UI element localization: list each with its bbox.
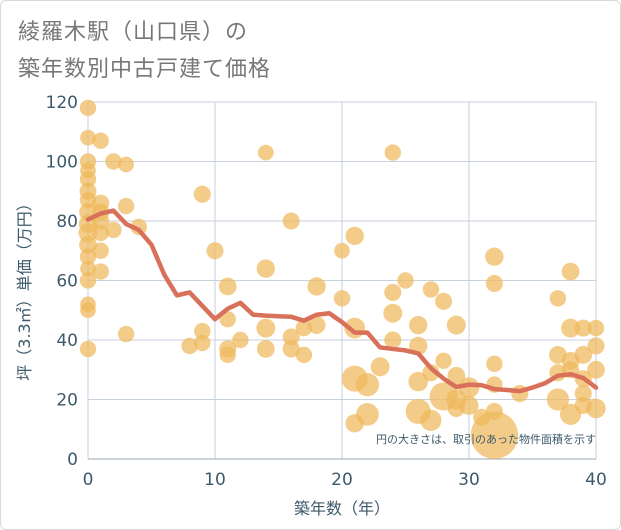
data-bubble [219, 310, 236, 328]
data-bubble [130, 218, 148, 236]
data-bubble [92, 263, 109, 280]
data-bubble [181, 337, 198, 355]
y-tick-label: 60 [56, 272, 78, 292]
data-bubble [549, 290, 567, 307]
chart-title: 綾羅木駅（山口県）の 築年数別中古戸建て価格 [18, 14, 271, 88]
x-tick-label: 20 [331, 470, 353, 490]
data-bubble [206, 242, 224, 260]
data-bubble [422, 364, 440, 382]
data-bubble [587, 337, 605, 355]
data-bubble [79, 99, 97, 117]
data-bubble [282, 340, 300, 358]
data-bubble [79, 235, 97, 254]
data-bubble [79, 248, 97, 265]
data-bubble [435, 292, 453, 310]
data-bubble [587, 319, 605, 337]
data-bubble [447, 366, 466, 385]
data-bubble [117, 197, 135, 215]
y-tick-label: 120 [46, 93, 78, 113]
data-bubble [355, 373, 380, 397]
data-bubble [232, 331, 249, 349]
chart-title-line-2: 築年数別中古戸建て価格 [18, 57, 272, 82]
data-bubble [92, 224, 109, 242]
bubble-size-note: 円の大きさは、取引のあった物件面積を示す [376, 432, 596, 446]
data-bubble [218, 277, 237, 296]
data-bubble [384, 331, 402, 349]
grid [87, 101, 597, 460]
data-bubble [345, 226, 364, 246]
y-tick-label: 0 [67, 450, 78, 470]
chart-title-line-1: 綾羅木駅（山口県）の [18, 20, 249, 45]
data-bubble [80, 129, 96, 146]
y-tick-label: 80 [56, 212, 78, 232]
data-bubble [409, 315, 428, 335]
data-bubble [459, 395, 479, 415]
data-bubble [117, 325, 135, 343]
data-bubble [219, 346, 236, 364]
data-bubble [574, 319, 592, 337]
data-bubble [282, 212, 300, 230]
data-bubble [333, 290, 351, 307]
data-bubble [295, 346, 313, 364]
data-bubble [574, 384, 592, 403]
data-bubble [446, 315, 466, 335]
data-bubble [307, 316, 326, 334]
data-bubble [282, 328, 300, 346]
data-bubble [256, 259, 275, 278]
trend-line [85, 208, 599, 394]
data-bubble [485, 274, 503, 293]
data-bubble [105, 221, 122, 239]
data-bubble [458, 377, 480, 398]
y-tick-label: 100 [46, 153, 78, 173]
x-tick-label: 30 [458, 470, 480, 490]
data-bubble [587, 360, 605, 379]
x-axis-label: 築年数（年） [294, 499, 390, 518]
data-bubble [256, 318, 276, 338]
x-tick-label: 0 [83, 470, 94, 490]
data-bubble [334, 242, 350, 259]
data-bubble [307, 277, 326, 296]
data-bubble [546, 388, 570, 411]
data-bubble [470, 411, 519, 459]
data-bubble [485, 247, 504, 266]
tick-labels: 0 20 40 60 80 100 120 0 10 20 30 40 [46, 93, 607, 490]
data-bubble [256, 340, 275, 358]
data-bubble [574, 346, 593, 364]
data-bubble [408, 371, 428, 392]
data-bubble [561, 318, 581, 338]
data-bubble [383, 303, 403, 323]
y-tick-label: 40 [56, 331, 78, 351]
data-bubble [384, 283, 402, 301]
data-bubble [435, 352, 452, 370]
data-bubble [79, 340, 97, 358]
data-bubble [370, 357, 390, 377]
data-bubble [79, 272, 97, 289]
data-bubble [193, 185, 211, 203]
data-bubble [586, 398, 606, 419]
data-bubble [194, 322, 211, 340]
data-bubble [80, 260, 96, 277]
trend-layer [85, 208, 599, 394]
data-bubble [105, 153, 122, 170]
data-bubble [79, 171, 97, 188]
data-bubble [397, 272, 414, 289]
data-bubble [561, 262, 580, 281]
y-tick-label: 20 [56, 391, 78, 411]
x-tick-label: 40 [585, 470, 607, 490]
data-bubble [194, 334, 211, 352]
bubble-layer [78, 99, 606, 459]
data-bubble [420, 409, 442, 431]
data-bubble [92, 242, 109, 259]
data-bubble [356, 403, 379, 426]
data-bubble [118, 156, 134, 173]
data-bubble [384, 144, 402, 161]
data-bubble [80, 302, 96, 319]
data-bubble [486, 355, 503, 373]
y-axis-label: 坪（3.3㎡）単価（万円） [15, 195, 34, 380]
x-tick-label: 10 [204, 470, 226, 490]
data-bubble [257, 144, 274, 161]
data-bubble [422, 281, 440, 298]
data-bubble [92, 132, 109, 149]
